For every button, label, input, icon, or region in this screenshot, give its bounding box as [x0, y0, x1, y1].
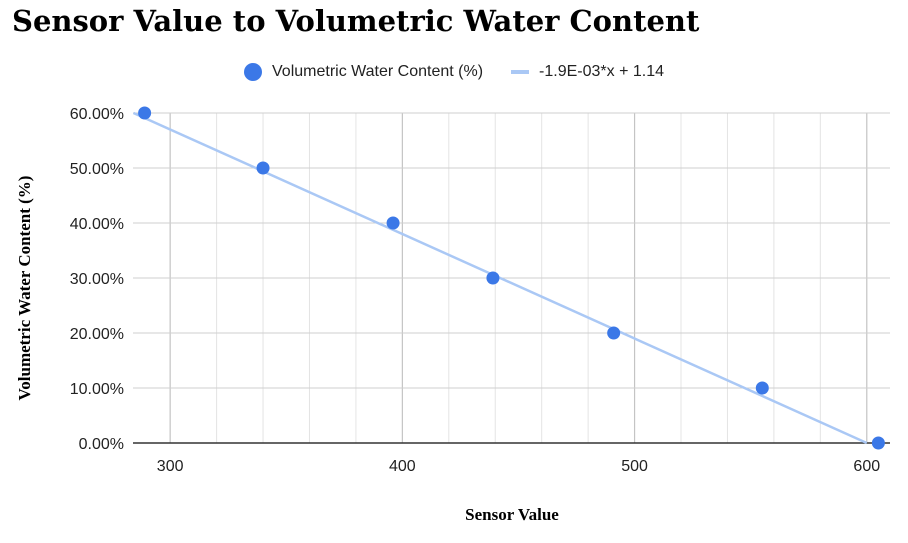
data-points	[138, 106, 885, 450]
x-axis-title: Sensor Value	[465, 505, 559, 524]
y-tick-label: 60.00%	[70, 106, 124, 123]
y-tick-label: 20.00%	[70, 326, 124, 343]
chart-title: Sensor Value to Volumetric Water Content	[12, 4, 700, 38]
x-tick-label: 300	[157, 458, 184, 475]
data-point	[138, 106, 152, 120]
x-tick-label: 600	[853, 458, 880, 475]
y-axis-title: Volumetric Water Content (%)	[15, 176, 34, 401]
x-tick-label: 500	[621, 458, 648, 475]
data-point	[386, 216, 400, 230]
tick-labels: 300 400 500 600 0.00% 10.00% 20.00% 30.00% 40.00…	[70, 106, 880, 475]
data-point	[256, 161, 270, 175]
legend: Volumetric Water Content (%) -1.9E-03*x …	[0, 58, 908, 86]
data-point	[871, 436, 885, 450]
x-tick-label: 400	[389, 458, 416, 475]
y-tick-label: 10.00%	[70, 381, 124, 398]
legend-marker-scatter	[244, 63, 262, 81]
data-point	[607, 326, 621, 340]
legend-marker-trendline	[511, 70, 530, 74]
trendline-layer	[132, 111, 868, 445]
data-point	[486, 271, 500, 285]
y-tick-label: 40.00%	[70, 216, 124, 233]
data-point	[755, 381, 769, 395]
y-tick-label: 30.00%	[70, 271, 124, 288]
y-tick-label: 0.00%	[79, 436, 124, 453]
trendline	[132, 111, 868, 445]
legend-label-scatter: Volumetric Water Content (%)	[272, 63, 484, 80]
major-gridlines	[133, 112, 890, 443]
legend-label-trendline: -1.9E-03*x + 1.14	[539, 63, 664, 80]
legend-item-trendline: -1.9E-03*x + 1.14	[511, 63, 664, 81]
y-tick-label: 50.00%	[70, 161, 124, 178]
legend-item-scatter: Volumetric Water Content (%)	[244, 63, 483, 81]
